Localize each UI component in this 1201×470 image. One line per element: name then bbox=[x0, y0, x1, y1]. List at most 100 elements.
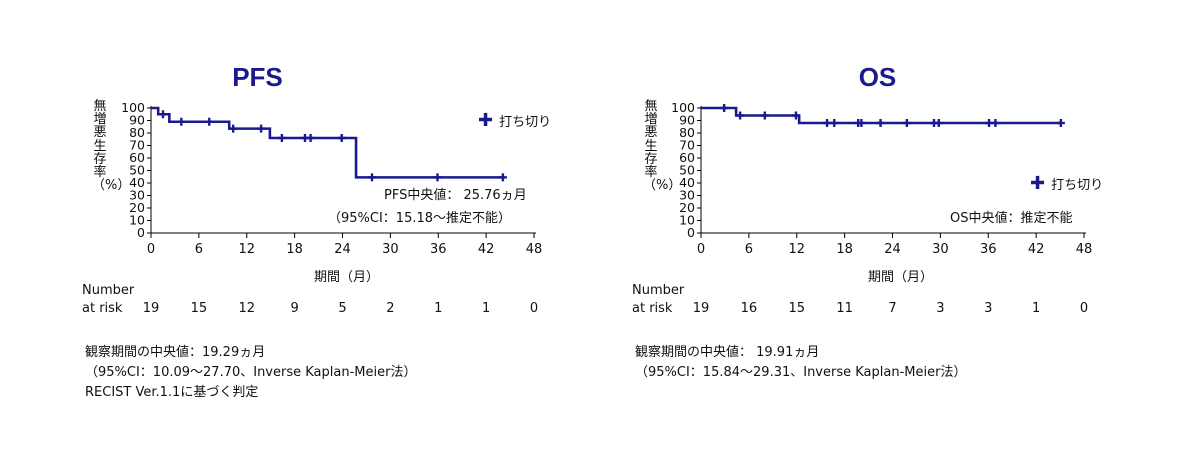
censor-mark bbox=[498, 173, 507, 182]
censor-mark bbox=[934, 119, 943, 127]
y-tick-label: 80 bbox=[129, 125, 145, 140]
censor-marker-icon: ✚ bbox=[1030, 173, 1046, 194]
x-tick-label: 6 bbox=[195, 242, 203, 257]
x-tick-label: 30 bbox=[382, 242, 399, 257]
censor-mark bbox=[229, 124, 238, 133]
note-line: 観察期間の中央値： 19.91ヵ月 bbox=[635, 345, 820, 360]
risk-value: 16 bbox=[740, 301, 758, 316]
risk-value: 11 bbox=[836, 301, 853, 316]
x-tick-label: 0 bbox=[147, 242, 155, 257]
censor-mark bbox=[760, 111, 769, 120]
censor-mark bbox=[830, 119, 839, 127]
censor-mark bbox=[736, 111, 745, 120]
y-tick-label: 50 bbox=[679, 163, 695, 178]
x-tick-label: 42 bbox=[478, 242, 495, 257]
note-line: （95%CI：15.84～29.31、Inverse Kaplan-Meier法… bbox=[635, 365, 967, 380]
x-tick-label: 0 bbox=[697, 242, 705, 257]
x-tick-label: 24 bbox=[334, 242, 351, 257]
y-tick-label: 70 bbox=[129, 138, 145, 153]
y-tick-label: 100 bbox=[121, 100, 145, 115]
censor-mark bbox=[857, 119, 866, 127]
risk-value: 12 bbox=[238, 301, 256, 316]
censor-mark bbox=[876, 119, 885, 127]
x-axis-label: 期間（月） bbox=[868, 270, 934, 285]
pfs-panel: PFS 無増悪生存率（%） 0 10 20 30 40 50 60 70 80 90 100 0 6 12… bbox=[0, 0, 600, 470]
censor-mark bbox=[368, 173, 377, 182]
y-tick-label: 50 bbox=[129, 163, 145, 178]
censor-mark bbox=[257, 124, 266, 133]
risk-value: 9 bbox=[290, 301, 299, 316]
note-line: RECIST Ver.1.1に基づく判定 bbox=[85, 385, 259, 400]
censor-mark bbox=[720, 104, 729, 112]
x-tick-label: 18 bbox=[286, 242, 303, 257]
risk-value: 3 bbox=[984, 301, 993, 316]
note-line: 観察期間の中央値：19.29ヵ月 bbox=[85, 345, 266, 360]
y-tick-label: 80 bbox=[679, 125, 695, 140]
x-axis-label: 期間（月） bbox=[314, 270, 380, 285]
legend-label: 打ち切り bbox=[1051, 178, 1104, 193]
risk-table-title: Number at risk bbox=[82, 283, 135, 316]
median-ci: （95%CI：15.18～推定不能） bbox=[328, 211, 512, 226]
risk-value: 5 bbox=[338, 301, 347, 316]
risk-value: 15 bbox=[190, 301, 208, 316]
risk-value: 19 bbox=[142, 301, 160, 316]
censor-mark bbox=[823, 119, 832, 127]
x-tick-label: 18 bbox=[836, 242, 853, 257]
censor-mark bbox=[1056, 119, 1065, 127]
censor-mark bbox=[791, 111, 800, 120]
risk-value: 19 bbox=[692, 301, 710, 316]
x-tick-label: 42 bbox=[1028, 242, 1045, 257]
os-panel: OS 無増悪生存率（%） 0 10 20 30 40 50 60 70 80 90 100 0 6 12 1… bbox=[600, 0, 1200, 470]
risk-value: 3 bbox=[936, 301, 945, 316]
y-tick-label: 20 bbox=[679, 200, 695, 215]
survival-curve bbox=[151, 106, 504, 179]
y-tick-label: 90 bbox=[679, 113, 695, 128]
y-tick-label: 100 bbox=[671, 100, 695, 115]
y-tick-label: 40 bbox=[129, 175, 145, 190]
risk-value: 2 bbox=[386, 301, 395, 316]
risk-value: 7 bbox=[888, 301, 897, 316]
risk-value: 15 bbox=[788, 301, 806, 316]
y-tick-label: 0 bbox=[137, 225, 145, 240]
y-tick-label: 30 bbox=[679, 188, 695, 203]
x-tick-label: 36 bbox=[430, 242, 447, 257]
risk-value: 1 bbox=[481, 301, 491, 316]
risk-value: 0 bbox=[1079, 301, 1089, 316]
censor-mark bbox=[158, 110, 167, 119]
censor-marker-icon: ✚ bbox=[478, 110, 494, 131]
x-tick-label: 24 bbox=[884, 242, 901, 257]
censor-mark bbox=[306, 134, 315, 142]
y-tick-label: 60 bbox=[129, 150, 145, 165]
legend: ✚ 打ち切り bbox=[1030, 173, 1104, 194]
x-tick-label: 48 bbox=[526, 242, 543, 257]
censor-mark bbox=[337, 134, 346, 142]
x-tick-label: 12 bbox=[238, 242, 255, 257]
x-tick-label: 48 bbox=[1076, 242, 1093, 257]
risk-value: 0 bbox=[529, 301, 539, 316]
risk-value: 1 bbox=[434, 301, 443, 316]
median-label: OS中央値：推定不能 bbox=[950, 211, 1073, 226]
y-tick-label: 40 bbox=[679, 175, 695, 190]
y-tick-label: 10 bbox=[679, 213, 695, 228]
y-tick-label: 30 bbox=[129, 188, 145, 203]
censor-mark bbox=[177, 117, 186, 126]
y-tick-label: 90 bbox=[129, 113, 145, 128]
risk-value: 1 bbox=[1031, 301, 1041, 316]
legend-label: 打ち切り bbox=[499, 115, 552, 130]
risk-table-title: Number at risk bbox=[632, 283, 685, 316]
censor-mark bbox=[205, 117, 214, 126]
x-tick-label: 6 bbox=[745, 242, 753, 257]
censor-mark bbox=[902, 119, 911, 127]
y-tick-label: 0 bbox=[687, 225, 695, 240]
censor-mark bbox=[433, 173, 442, 182]
censor-mark bbox=[991, 119, 1000, 127]
y-tick-label: 10 bbox=[129, 213, 145, 228]
chart-title: PFS bbox=[232, 62, 283, 92]
y-tick-label: 60 bbox=[679, 150, 695, 165]
note-line: （95%CI：10.09～27.70、Inverse Kaplan-Meier法… bbox=[85, 365, 417, 380]
y-tick-label: 70 bbox=[679, 138, 695, 153]
x-tick-label: 30 bbox=[932, 242, 949, 257]
y-tick-label: 20 bbox=[129, 200, 145, 215]
